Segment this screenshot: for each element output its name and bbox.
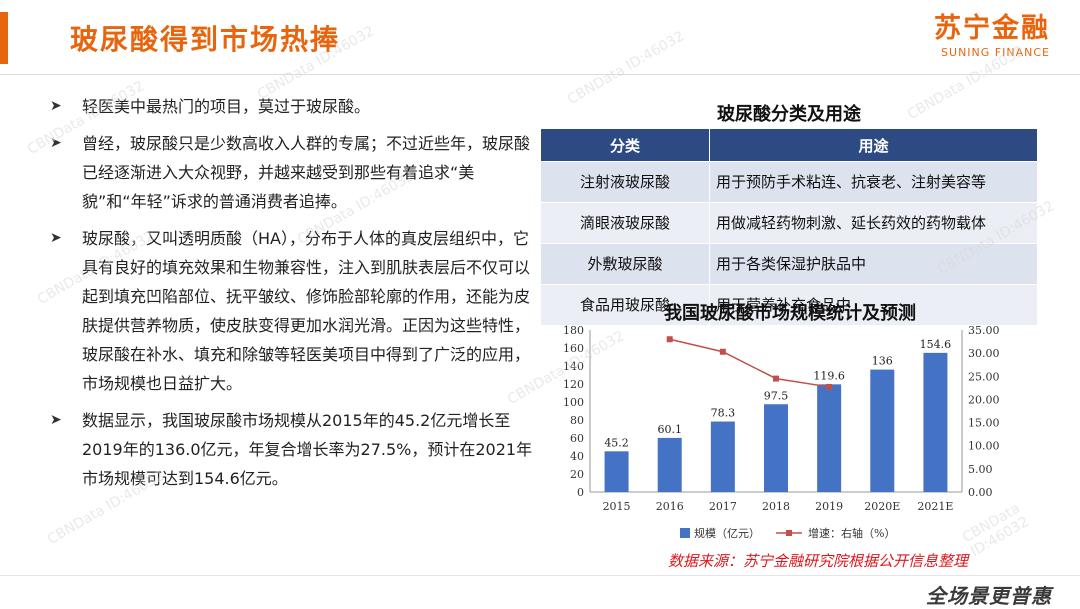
bullet-text: 轻医美中最热门的项目，莫过于玻尿酸。 [82,97,371,116]
bar [870,369,895,492]
left-tick-label: 160 [563,342,584,355]
left-tick-label: 80 [570,414,584,427]
table-cell: 外敷玻尿酸 [540,243,710,285]
table-row: 外敷玻尿酸 用于各类保湿护肤品中 [540,243,1038,285]
right-tick-label: 30.00 [968,347,1000,360]
arrow-bullet-icon: ➤ [50,230,62,246]
x-tick-label: 2019 [815,500,843,513]
table-cell: 用于预防手术粘连、抗衰老、注射美容等 [709,161,1038,203]
left-tick-label: 40 [570,450,584,463]
bullet-item: ➤ 轻医美中最热门的项目，莫过于玻尿酸。 [50,92,535,121]
legend-bar-swatch [680,528,690,538]
table-cell: 用做减轻药物刺激、延长药效的药物载体 [709,202,1038,244]
table-cell: 用于各类保湿护肤品中 [709,243,1038,285]
bar-data-label: 154.6 [920,338,952,351]
table-row: 食品用玻尿酸 用于营养补充食品中 [540,284,1038,326]
x-tick-label: 2018 [762,500,790,513]
bullet-text: 曾经，玻尿酸只是少数高收入人群的专属；不过近些年，玻尿酸已经逐渐进入大众视野，并… [82,134,531,211]
brand-name-en: SUNING FINANCE [941,46,1050,59]
left-tick-label: 20 [570,468,584,481]
right-tick-label: 10.00 [968,440,1000,453]
bar-data-label: 119.6 [813,369,845,382]
footer-divider [0,575,1080,576]
legend-line-marker [786,530,792,536]
arrow-bullet-icon: ➤ [50,98,62,114]
table-cell: 食品用玻尿酸 [540,284,710,326]
right-tick-label: 0.00 [968,486,993,499]
bar-data-label: 97.5 [764,389,789,402]
table-cell: 用于营养补充食品中 [709,284,1038,326]
right-tick-label: 5.00 [968,463,993,476]
bullet-text: 玻尿酸，又叫透明质酸（HA），分布于人体的真皮层组织中，它具有良好的填充效果和生… [82,229,531,393]
right-tick-label: 25.00 [968,370,1000,383]
page-title: 玻尿酸得到市场热捧 [70,23,341,56]
x-tick-label: 2020E [864,500,900,513]
left-tick-label: 0 [577,486,584,499]
left-tick-label: 60 [570,432,584,445]
x-tick-label: 2015 [603,500,631,513]
brand-logo: 苏宁金融 SUNING FINANCE [934,13,1050,60]
column-header: 分类 [540,128,710,162]
table-title: 玻尿酸分类及用途 [717,104,861,125]
source-note: 数据来源：苏宁金融研究院根据公开信息整理 [668,552,969,570]
bullet-item: ➤ 曾经，玻尿酸只是少数高收入人群的专属；不过近些年，玻尿酸已经逐渐进入大众视野… [50,129,535,216]
title-accent-bar [0,12,8,64]
right-tick-label: 15.00 [968,417,1000,430]
arrow-bullet-icon: ➤ [50,412,62,428]
growth-rate-marker [773,375,779,382]
bar-data-label: 78.3 [711,407,736,420]
table-cell: 滴眼液玻尿酸 [540,202,710,244]
brand-name-cn: 苏宁金融 [934,13,1050,44]
growth-rate-marker [666,336,673,343]
bar-data-label: 45.2 [604,436,629,449]
market-size-chart: 0 20 40 60 80 100 120 140 160 180 0.00 5.00 10.00 15.… [563,324,1000,540]
x-tick-label: 2021E [917,500,953,513]
right-tick-label: 35.00 [968,324,1000,337]
bar-data-label: 60.1 [657,423,682,436]
legend-line-label: 增速：右轴（%） [808,526,895,540]
growth-rate-marker [826,383,833,390]
bullet-item: ➤ 玻尿酸，又叫透明质酸（HA），分布于人体的真皮层组织中，它具有良好的填充效果… [50,224,535,398]
bar [764,404,788,492]
x-tick-label: 2016 [656,500,684,513]
column-header: 用途 [709,128,1038,162]
bar [604,451,629,492]
header: 玻尿酸得到市场热捧 苏宁金融 SUNING FINANCE [0,0,1080,74]
table-row: 注射液玻尿酸 用于预防手术粘连、抗衰老、注射美容等 [540,161,1038,203]
table-row: 滴眼液玻尿酸 用做减轻药物刺激、延长药效的药物载体 [540,202,1038,244]
left-tick-label: 100 [563,396,584,409]
table-cell: 注射液玻尿酸 [540,161,710,203]
slogan-logo: 全场景更普惠 [926,584,1052,608]
growth-rate-marker [719,348,726,355]
header-divider [0,74,1080,75]
table-header-row: 分类 用途 [540,128,1038,162]
classification-table: 分类 用途 注射液玻尿酸 用于预防手术粘连、抗衰老、注射美容等 滴眼液玻尿酸 用… [540,128,1038,326]
legend-bar-label: 规模（亿元） [694,526,760,540]
bar [657,437,682,492]
bar [923,352,948,492]
left-tick-label: 140 [563,360,584,373]
right-tick-label: 20.00 [968,393,1000,406]
bar [817,384,842,492]
bar [710,421,735,492]
arrow-bullet-icon: ➤ [50,135,62,151]
bullet-text: 数据显示，我国玻尿酸市场规模从2015年的45.2亿元增长至2019年的136.… [82,411,533,488]
growth-rate-line [669,338,830,388]
chart-title: 我国玻尿酸市场规模统计及预测 [664,303,916,324]
x-tick-label: 2017 [709,500,737,513]
bullet-item: ➤ 数据显示，我国玻尿酸市场规模从2015年的45.2亿元增长至2019年的13… [50,406,535,493]
bullet-list: ➤ 轻医美中最热门的项目，莫过于玻尿酸。 ➤ 曾经，玻尿酸只是少数高收入人群的专… [50,92,535,501]
left-tick-label: 180 [563,324,584,337]
left-tick-label: 120 [563,378,584,391]
bar-data-label: 136 [872,355,893,368]
